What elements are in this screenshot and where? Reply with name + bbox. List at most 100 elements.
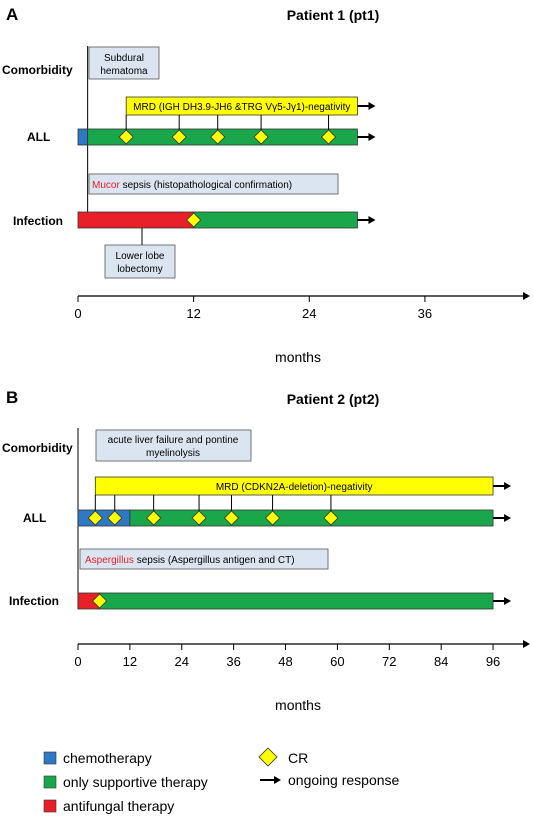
panel-b-letter: B (6, 388, 18, 407)
panel-b-all-label: ALL (23, 511, 46, 525)
a-all-cr-diamond-icon-2 (171, 129, 187, 145)
panel-b-infection-cr-markers (92, 593, 108, 609)
panel-b-infection-bar (77, 592, 494, 610)
b-all-cr-diamond-icon-4 (191, 510, 207, 526)
a-tick-label-12: 12 (186, 306, 200, 321)
panel-b-comorbidity-line2: myelinolysis (146, 448, 200, 459)
panel-b: B Patient 2 (pt2) Comorbidity ALL Infect… (2, 388, 530, 713)
b-tick-label-84: 84 (434, 654, 448, 669)
b-tick-label-36: 36 (226, 654, 240, 669)
legend-chemo-label: chemotherapy (63, 750, 152, 766)
panel-a-mrd-label: MRD (IGH DH3.9-JH6 &TRG Vγ5-Jγ1)-negativ… (133, 102, 350, 113)
ongoing-arrow-icon (368, 133, 376, 141)
a-all-cr-diamond-icon-1 (118, 129, 134, 145)
legend-supportive-swatch (43, 775, 57, 789)
panel-b-sepsis-description: sepsis (Aspergillus antigen and CT) (134, 555, 295, 566)
panel-a-sepsis-pathogen: Mucor (92, 180, 120, 191)
panel-b-comorbidity-line1: acute liver failure and pontine (108, 435, 239, 446)
a-tick-label-24: 24 (302, 306, 316, 321)
legend: chemotherapy only supportive therapy ant… (43, 747, 400, 814)
legend-antifungal-swatch (43, 799, 57, 813)
panel-a-lobectomy-box (104, 244, 176, 279)
b-tick-label-96: 96 (486, 654, 500, 669)
a-all-cr-diamond-icon-5 (320, 129, 337, 145)
panel-a-sepsis-description: sepsis (histopathological confirmation) (120, 180, 292, 191)
a-all-cr-diamond-icon-3 (210, 129, 226, 145)
panel-a-subdural-line1: Subdural (104, 53, 144, 64)
panel-b-mrd-arrow (493, 482, 512, 490)
panel-a-x-label: months (275, 349, 321, 365)
panel-a-all-arrow (357, 133, 376, 141)
panel-a: A Patient 1 (pt1) Comorbidity ALL Infect… (2, 5, 530, 365)
panel-b-x-label: months (275, 697, 321, 713)
b-all-cr-diamond-icon-1 (87, 510, 103, 526)
panel-b-all-cr-markers (87, 495, 339, 526)
panel-a-subdural-line2: hematoma (100, 66, 148, 77)
panel-b-sepsis-pathogen: Aspergillus (85, 555, 134, 566)
panel-b-comorbidity-label: Comorbidity (2, 441, 73, 455)
legend-antifungal-label: antifungal therapy (63, 798, 174, 814)
panel-b-mrd-label: MRD (CDKN2A-deletion)-negativity (216, 482, 373, 493)
panel-a-lobectomy-line1: Lower lobe (116, 251, 165, 262)
panel-b-infection-arrow (493, 597, 512, 605)
b-all-cr-diamond-icon-6 (264, 510, 281, 526)
a-axis-arrow-icon (523, 292, 530, 300)
a-all-cr-diamond-icon-4 (253, 129, 269, 145)
a-infection-antifungal-segment (77, 211, 195, 229)
ongoing-arrow-icon (368, 102, 376, 110)
panel-a-infection-arrow (357, 216, 376, 224)
a-tick-label-36: 36 (418, 306, 432, 321)
legend-cr-diamond-icon (258, 747, 278, 767)
b-infection-supportive-segment (99, 592, 494, 610)
legend-ongoing-label: ongoing response (288, 772, 400, 788)
panel-b-title: Patient 2 (pt2) (287, 391, 380, 407)
b-infection-cr-diamond-icon-1 (92, 593, 108, 609)
panel-b-all-arrow (493, 514, 512, 522)
legend-supportive-label: only supportive therapy (63, 774, 208, 790)
a-tick-label-0: 0 (74, 306, 81, 321)
b-all-cr-diamond-icon-3 (146, 510, 162, 526)
legend-arrow-icon (274, 776, 281, 784)
a-infection-supportive-segment (193, 211, 358, 229)
panel-a-title: Patient 1 (pt1) (287, 7, 380, 23)
b-tick-label-12: 12 (123, 654, 137, 669)
ongoing-arrow-icon (504, 597, 512, 605)
panel-a-subdural-box (88, 46, 160, 80)
panel-b-sepsis-box (79, 548, 329, 570)
panel-a-sepsis-text: Mucor sepsis (histopathological confirma… (92, 180, 292, 191)
panel-a-all-label: ALL (27, 130, 50, 144)
b-all-cr-diamond-icon-5 (223, 510, 240, 526)
panel-b-infection-label: Infection (9, 594, 59, 608)
panel-b-x-axis: 0 12 24 36 48 60 72 84 96 (74, 640, 530, 669)
b-all-supportive-segment (129, 509, 494, 527)
panel-a-infection-label: Infection (13, 214, 63, 228)
b-axis-arrow-icon (523, 640, 530, 648)
ongoing-arrow-icon (368, 216, 376, 224)
panel-a-lobectomy-line2: lobectomy (117, 264, 163, 275)
panel-a-comorbidity-label: Comorbidity (2, 63, 73, 77)
ongoing-arrow-icon (504, 514, 512, 522)
b-tick-label-72: 72 (382, 654, 396, 669)
a-all-chemo-segment (77, 128, 89, 146)
b-all-cr-diamond-icon-7 (323, 510, 339, 526)
ongoing-arrow-icon (504, 482, 512, 490)
panel-a-x-axis: 0 12 24 36 (74, 292, 530, 321)
legend-chemo-swatch (43, 751, 57, 765)
b-all-cr-diamond-icon-2 (107, 510, 123, 526)
b-tick-label-24: 24 (175, 654, 189, 669)
panel-a-mrd-bar (125, 96, 358, 116)
panel-b-sepsis-text: Aspergillus sepsis (Aspergillus antigen … (85, 555, 295, 566)
panel-a-infection-bar (77, 211, 358, 229)
panel-b-all-bar (77, 509, 494, 527)
b-tick-label-60: 60 (330, 654, 344, 669)
panel-a-sepsis-box (88, 173, 339, 195)
b-tick-label-48: 48 (278, 654, 292, 669)
panel-a-infection-cr-markers (186, 212, 202, 228)
a-infection-cr-diamond-icon-1 (186, 212, 202, 228)
panel-b-comorbidity-box (95, 429, 252, 462)
panel-a-all-cr-markers (118, 115, 337, 145)
legend-cr-label: CR (288, 750, 308, 766)
panel-a-letter: A (6, 5, 18, 24)
panel-a-mrd-arrow (357, 102, 376, 110)
